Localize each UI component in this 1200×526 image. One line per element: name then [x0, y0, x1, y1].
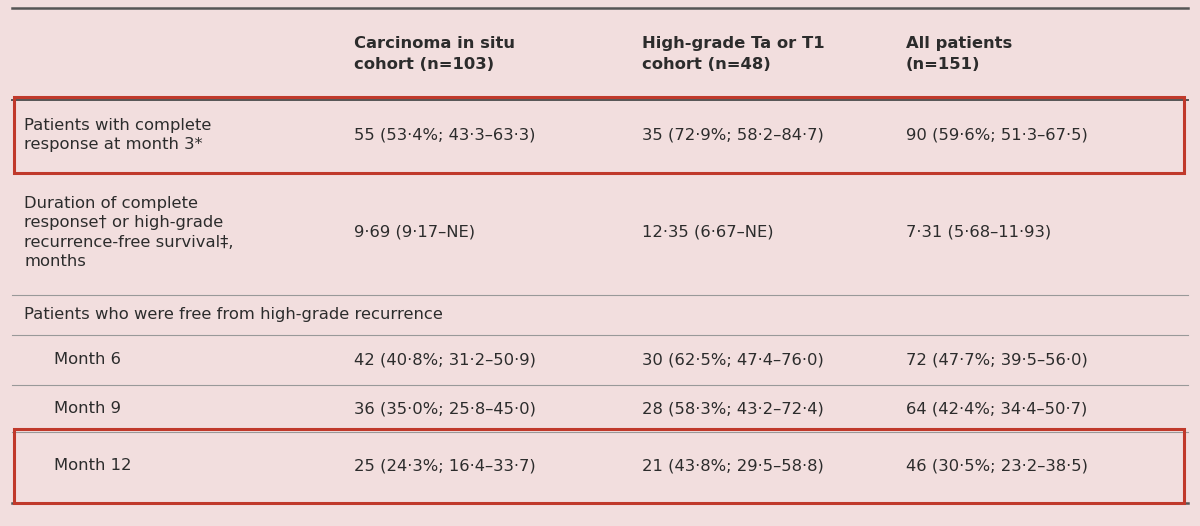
- Text: 28 (58·3%; 43·2–72·4): 28 (58·3%; 43·2–72·4): [642, 401, 824, 416]
- Text: Month 9: Month 9: [54, 401, 121, 416]
- Text: Month 6: Month 6: [54, 352, 121, 368]
- Text: 21 (43·8%; 29·5–58·8): 21 (43·8%; 29·5–58·8): [642, 459, 824, 473]
- Text: 35 (72·9%; 58·2–84·7): 35 (72·9%; 58·2–84·7): [642, 127, 824, 143]
- Text: 9·69 (9·17–NE): 9·69 (9·17–NE): [354, 225, 475, 240]
- Text: 7·31 (5·68–11·93): 7·31 (5·68–11·93): [906, 225, 1051, 240]
- Text: Month 12: Month 12: [54, 459, 132, 473]
- Text: 90 (59·6%; 51·3–67·5): 90 (59·6%; 51·3–67·5): [906, 127, 1088, 143]
- Text: Duration of complete
response† or high-grade
recurrence-free survival‡,
months: Duration of complete response† or high-g…: [24, 196, 234, 269]
- Text: Patients who were free from high-grade recurrence: Patients who were free from high-grade r…: [24, 308, 443, 322]
- Text: 25 (24·3%; 16·4–33·7): 25 (24·3%; 16·4–33·7): [354, 459, 535, 473]
- Text: Patients with complete
response at month 3*: Patients with complete response at month…: [24, 118, 211, 153]
- Text: 30 (62·5%; 47·4–76·0): 30 (62·5%; 47·4–76·0): [642, 352, 824, 368]
- Text: 55 (53·4%; 43·3–63·3): 55 (53·4%; 43·3–63·3): [354, 127, 535, 143]
- Text: High-grade Ta or T1
cohort (n=48): High-grade Ta or T1 cohort (n=48): [642, 36, 824, 72]
- Text: All patients
(n=151): All patients (n=151): [906, 36, 1013, 72]
- Text: 64 (42·4%; 34·4–50·7): 64 (42·4%; 34·4–50·7): [906, 401, 1087, 416]
- Text: 12·35 (6·67–NE): 12·35 (6·67–NE): [642, 225, 774, 240]
- Text: Carcinoma in situ
cohort (n=103): Carcinoma in situ cohort (n=103): [354, 36, 515, 72]
- Text: 46 (30·5%; 23·2–38·5): 46 (30·5%; 23·2–38·5): [906, 459, 1088, 473]
- Text: 42 (40·8%; 31·2–50·9): 42 (40·8%; 31·2–50·9): [354, 352, 536, 368]
- Text: 72 (47·7%; 39·5–56·0): 72 (47·7%; 39·5–56·0): [906, 352, 1088, 368]
- Text: 36 (35·0%; 25·8–45·0): 36 (35·0%; 25·8–45·0): [354, 401, 536, 416]
